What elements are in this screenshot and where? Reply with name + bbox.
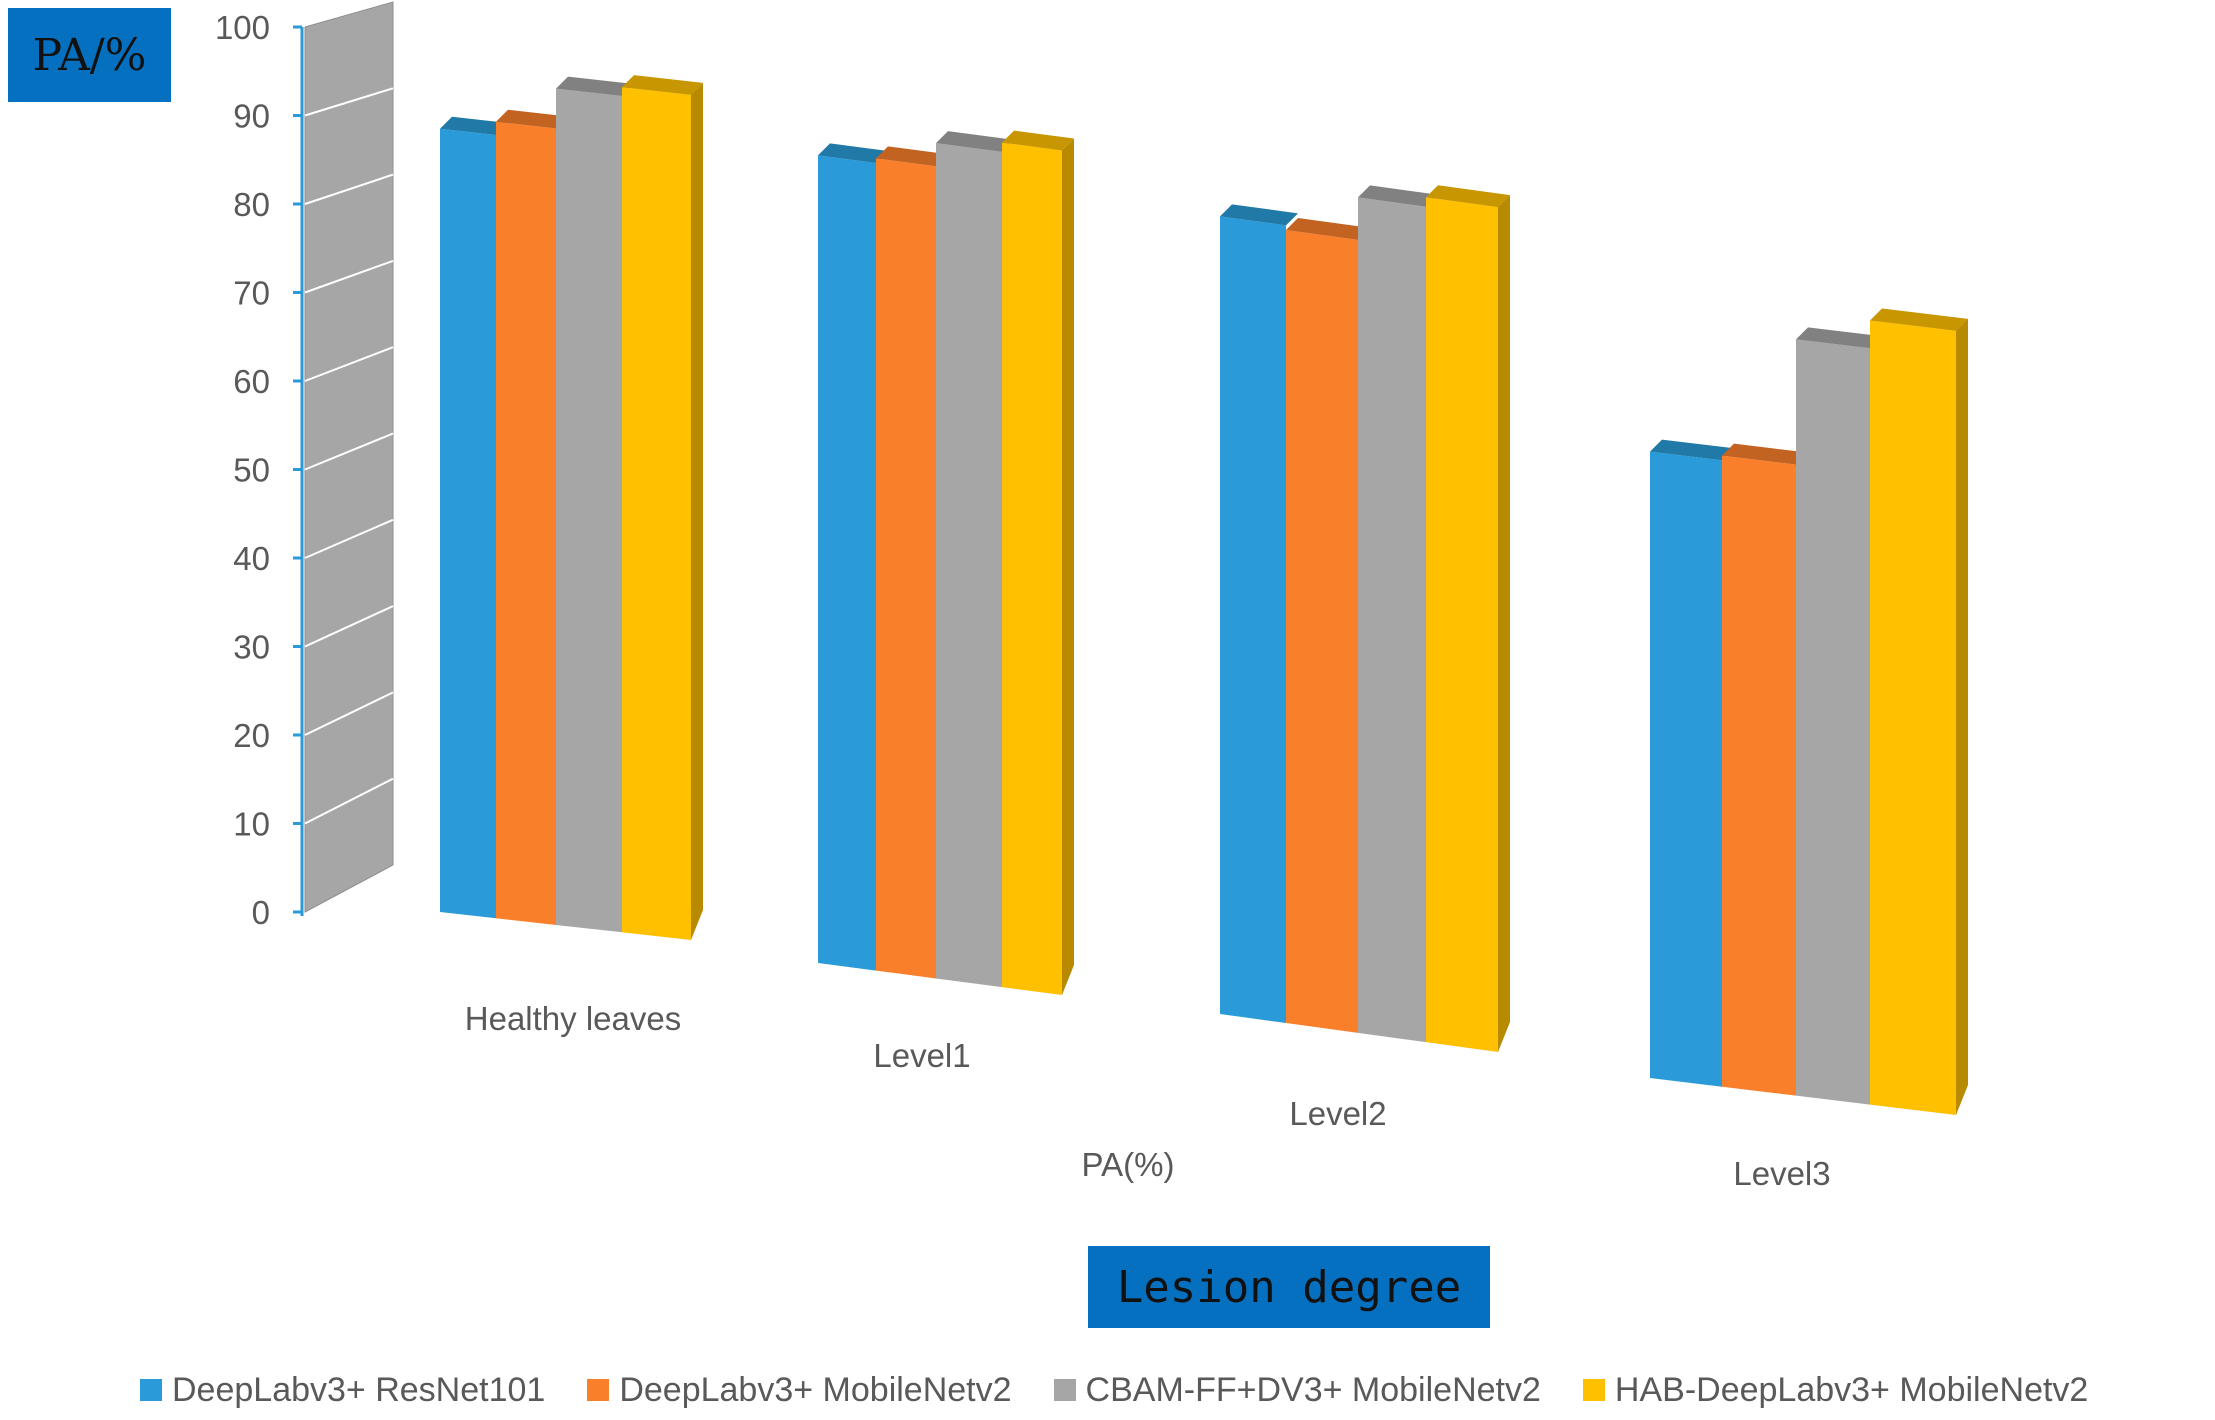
y-tick-label: 40 [233, 540, 270, 577]
bar [1722, 455, 1796, 1096]
gridline [304, 173, 394, 205]
back-wall-panel [304, 1, 394, 913]
category-label: Level3 [1733, 1155, 1830, 1192]
bar-top [1650, 439, 1734, 461]
y-tick-label: 10 [233, 806, 270, 843]
bar [622, 87, 691, 940]
y-tick-label: 80 [233, 186, 270, 223]
bar [1426, 197, 1498, 1053]
bar [818, 155, 876, 971]
legend-item: HAB-DeepLabv3+ MobileNetv2 [1582, 1370, 2089, 1410]
category-label: Level2 [1289, 1095, 1386, 1132]
bar-top [1358, 185, 1438, 207]
gridline [304, 518, 394, 559]
bar-top [1002, 130, 1074, 151]
y-axis-title: PA/% [8, 8, 171, 102]
bar-top [1220, 204, 1298, 226]
bar-top [1426, 185, 1510, 208]
bar [936, 143, 1002, 988]
x-axis-title: Lesion degree [1088, 1246, 1490, 1328]
bar-side [1062, 138, 1074, 995]
bar [876, 158, 936, 979]
y-tick-label: 70 [233, 275, 270, 312]
gridline [304, 777, 394, 825]
bar [440, 128, 496, 919]
legend-item: DeepLabv3+ ResNet101 [140, 1371, 545, 1410]
legend-swatch [587, 1379, 610, 1401]
legend-label: CBAM-FF+DV3+ MobileNetv2 [1085, 1370, 1541, 1409]
y-tick-label: 60 [233, 363, 270, 400]
bar-side [1956, 318, 1968, 1116]
bar-top [876, 146, 948, 167]
bar-top [556, 76, 634, 96]
legend-label: DeepLabv3+ ResNet101 [172, 1370, 546, 1409]
bar [1220, 216, 1286, 1024]
gridline [304, 87, 394, 117]
legend-item: CBAM-FF+DV3+ MobileNetv2 [1053, 1370, 1541, 1410]
y-tick-label: 0 [252, 894, 270, 931]
y-tick-label: 20 [233, 717, 270, 754]
bar-top [1796, 327, 1882, 349]
y-tick-label: 30 [233, 629, 270, 666]
gridline [304, 259, 394, 294]
bars [440, 75, 1968, 1116]
gridline [304, 432, 394, 471]
gridline [304, 346, 394, 382]
legend-item: DeepLabv3+ MobileNetv2 [587, 1370, 1012, 1410]
bar [1870, 320, 1956, 1116]
legend-swatch [1582, 1379, 1605, 1401]
bar-top [1722, 443, 1808, 465]
gridline [304, 605, 394, 648]
category-labels: Healthy leaves Level1 Level2 Level3 [465, 1000, 1831, 1192]
bar-top [818, 143, 888, 163]
bar-side [691, 82, 703, 940]
bar [496, 121, 556, 925]
back-wall [300, 1, 394, 916]
bar-side [1498, 195, 1510, 1052]
bar-top [622, 75, 703, 95]
bar-top [440, 116, 508, 136]
y-tick-label: 90 [233, 98, 270, 135]
gridline [304, 691, 394, 736]
bar [1286, 230, 1358, 1033]
bar-top [936, 131, 1014, 152]
bar [556, 88, 622, 933]
legend: DeepLabv3+ ResNet101 DeepLabv3+ MobileNe… [140, 1362, 2215, 1418]
bar-top [1870, 308, 1968, 331]
bar [1358, 197, 1426, 1043]
category-label: Healthy leaves [465, 1000, 681, 1037]
bar-top [496, 109, 568, 129]
y-axis-ticks: 0 10 20 30 40 50 60 70 80 90 100 [215, 9, 302, 931]
legend-swatch [140, 1379, 162, 1401]
bar [1650, 451, 1722, 1087]
category-label: Level1 [873, 1037, 970, 1074]
bar-top [1286, 218, 1370, 240]
legend-label: DeepLabv3+ MobileNetv2 [619, 1370, 1012, 1409]
chart-title: PA(%) [1082, 1146, 1175, 1183]
bar [1796, 339, 1870, 1105]
y-tick-label: 100 [215, 9, 270, 46]
legend-label: HAB-DeepLabv3+ MobileNetv2 [1614, 1370, 2089, 1409]
y-tick-label: 50 [233, 452, 270, 489]
bar [1002, 142, 1062, 995]
legend-swatch [1053, 1379, 1076, 1401]
